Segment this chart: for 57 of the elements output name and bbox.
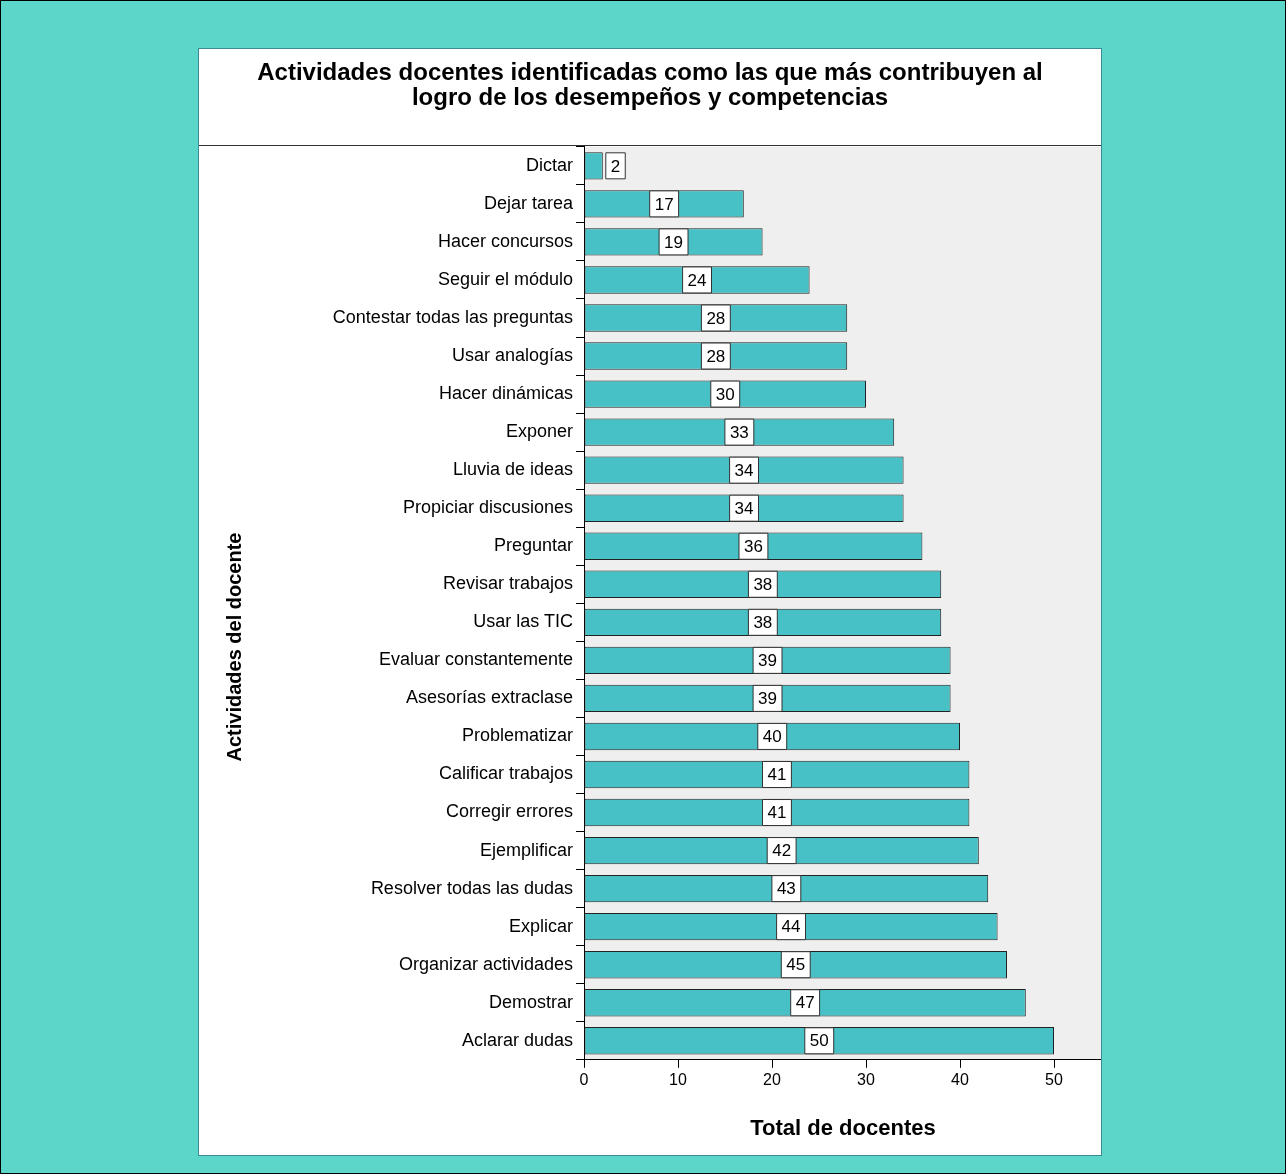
y-tick-label: Contestar todas las preguntas xyxy=(332,306,573,327)
y-tick-label: Evaluar constantemente xyxy=(378,649,573,670)
data-label: 41 xyxy=(767,765,787,785)
data-label: 28 xyxy=(706,308,726,328)
y-tick-label: Lluvia de ideas xyxy=(452,459,573,480)
data-label: 33 xyxy=(729,422,749,442)
y-tick-label: Dejar tarea xyxy=(483,192,574,213)
data-label: 34 xyxy=(734,460,754,480)
x-tick-label: 50 xyxy=(1045,1070,1063,1088)
x-axis-title: Total de docentes xyxy=(749,1115,937,1141)
y-tick-label: Usar las TIC xyxy=(473,611,573,632)
y-tick-label: Problematizar xyxy=(461,725,573,746)
x-tick-label: 10 xyxy=(669,1070,687,1088)
y-tick-label: Dictar xyxy=(525,154,573,175)
data-label: 40 xyxy=(762,727,782,747)
data-label: 17 xyxy=(654,194,674,214)
y-tick-label: Asesorías extraclase xyxy=(405,687,573,708)
data-label: 38 xyxy=(753,574,773,594)
data-label: 42 xyxy=(772,841,792,861)
chart-title: Actividades docentes identificadas como las que más contribuyen al logro de los desempeños y competencias xyxy=(256,58,1044,110)
data-label: 19 xyxy=(664,232,684,252)
data-label: 36 xyxy=(743,536,763,556)
data-label: 50 xyxy=(809,1031,829,1051)
y-tick-label: Hacer concursos xyxy=(437,230,573,251)
x-tick-label: 0 xyxy=(579,1070,589,1088)
data-label: 41 xyxy=(767,803,787,823)
y-tick-label: Propiciar discusiones xyxy=(402,497,573,518)
data-label: 43 xyxy=(776,879,796,899)
data-label: 2 xyxy=(610,156,621,176)
data-label: 44 xyxy=(781,917,801,937)
y-tick-label: Aclarar dudas xyxy=(461,1029,573,1050)
y-tick-label: Calificar trabajos xyxy=(438,763,573,784)
data-label: 45 xyxy=(786,955,806,975)
x-tick-label: 20 xyxy=(763,1070,781,1088)
y-tick-label: Corregir errores xyxy=(445,801,573,822)
y-tick-label: Preguntar xyxy=(493,535,573,556)
data-label: 28 xyxy=(706,346,726,366)
y-tick-label: Hacer dinámicas xyxy=(438,383,573,404)
y-tick-label: Ejemplificar xyxy=(479,839,573,860)
data-label: 39 xyxy=(758,651,778,671)
y-tick-label: Resolver todas las dudas xyxy=(370,877,573,898)
x-tick-label: 40 xyxy=(951,1070,969,1088)
x-tick-label: 30 xyxy=(857,1070,875,1088)
y-tick-label: Usar analogías xyxy=(451,345,573,365)
y-tick-label: Organizar actividades xyxy=(398,953,573,974)
y-axis-title: Actividades del docente xyxy=(222,532,246,762)
y-tick-label: Demostrar xyxy=(488,991,573,1012)
data-label: 24 xyxy=(687,270,707,290)
data-label: 47 xyxy=(795,993,815,1013)
data-label: 34 xyxy=(734,498,754,518)
data-label: 38 xyxy=(753,613,773,633)
y-tick-label: Seguir el módulo xyxy=(437,268,573,289)
y-tick-label: Explicar xyxy=(508,915,573,936)
y-tick-label: Exponer xyxy=(505,421,573,442)
y-tick-label: Revisar trabajos xyxy=(442,573,573,594)
data-label: 30 xyxy=(715,384,735,404)
data-label: 39 xyxy=(758,689,778,709)
